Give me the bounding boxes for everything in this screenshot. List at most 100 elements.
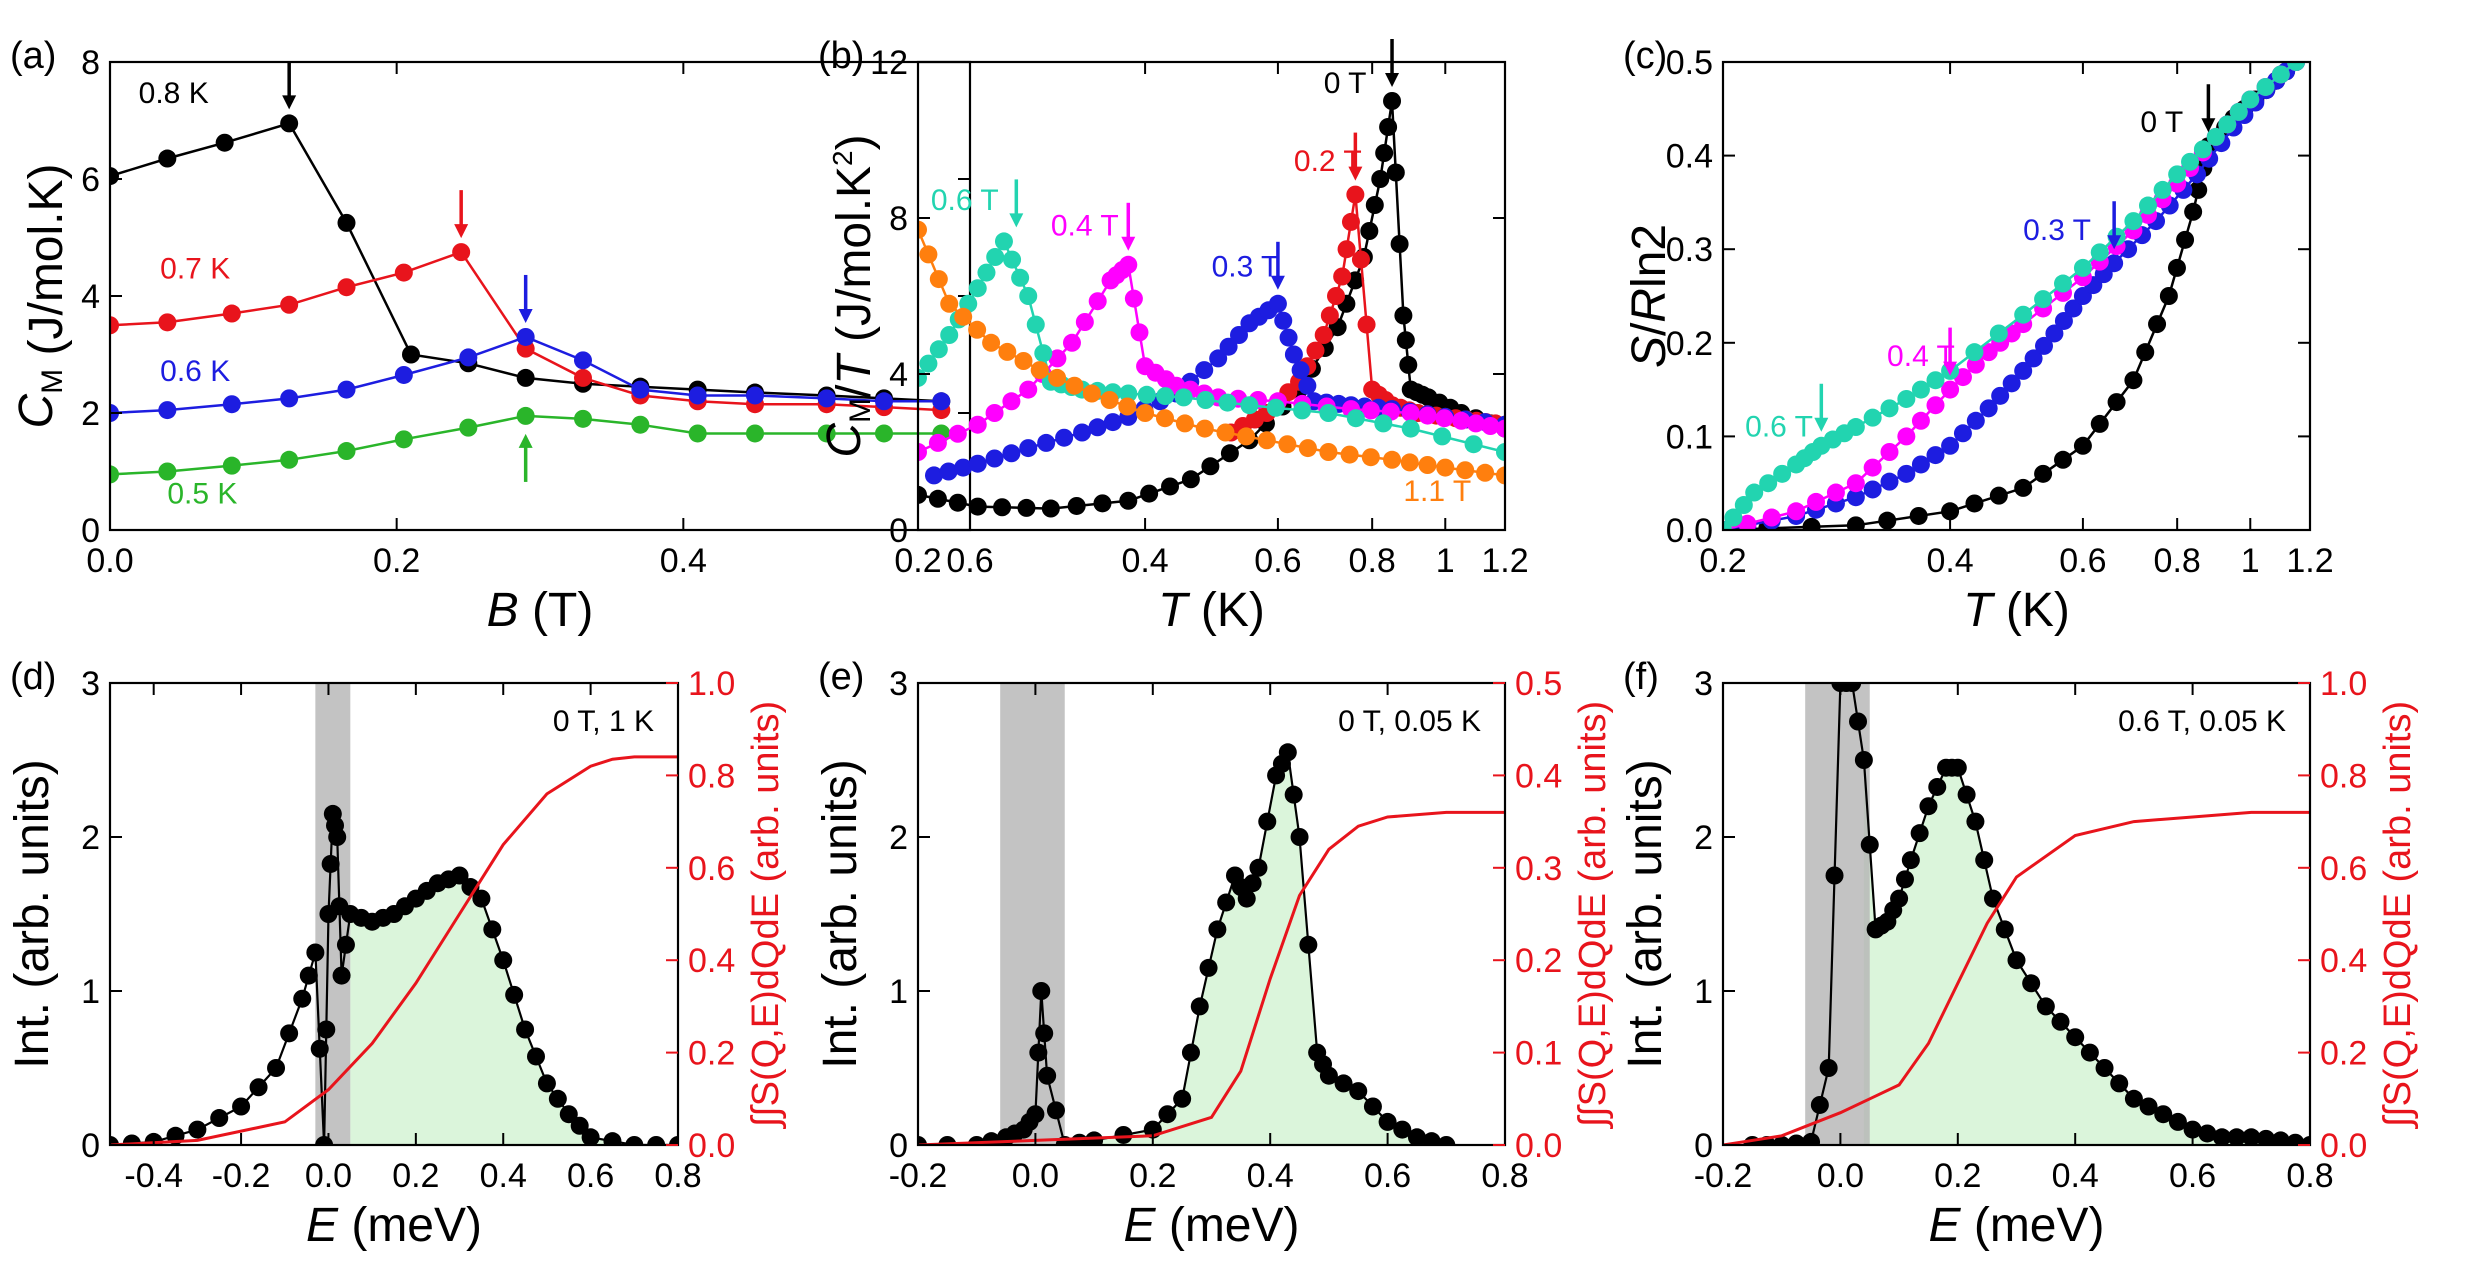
data-point [669,1136,678,1145]
peak-arrow-head [1009,213,1024,228]
data-point [1437,1136,1456,1145]
data-point [2107,393,2126,412]
data-point [1399,355,1418,374]
data-point [1911,411,1930,430]
y-tick-label: 8 [889,200,908,238]
data-point [2095,1059,2114,1077]
y-tick-label: 1 [81,973,100,1011]
data-point [402,345,420,364]
data-point [1100,391,1119,409]
data-point [982,333,1001,352]
data-point [450,866,469,885]
data-point [1140,484,1159,503]
data-point [336,935,355,954]
data-point [968,320,987,339]
x-tick-label: 0.4 [1247,1157,1294,1195]
data-point [1173,1089,1192,1108]
data-point [1496,466,1505,485]
data-point [1209,349,1228,368]
data-point [222,395,241,414]
data-point [2159,287,2178,305]
x-tick-label: 1 [1436,542,1455,580]
data-point [928,433,947,452]
data-point [1909,506,1928,525]
data-point [1319,404,1338,422]
spectral-fill [1863,760,2310,1145]
data-point [280,450,299,469]
data-point [1199,958,1218,977]
y-tick-label-right: 0.1 [1515,1035,1562,1073]
data-point [631,380,650,399]
spectral-fill [350,875,678,1145]
data-point [2301,1136,2310,1145]
data-point [1349,1082,1368,1101]
data-point [1926,446,1945,465]
data-point [2054,274,2073,293]
data-point [986,248,1005,266]
data-point [2124,1089,2143,1108]
axes-frame [1721,681,2312,1147]
data-point [2002,374,2021,393]
y-tick-label: 6 [81,161,100,199]
y-tick-label-right: 0.3 [1515,850,1562,888]
data-point [1466,414,1485,433]
data-point [1175,414,1194,433]
data-point [1002,444,1021,463]
data-point [1880,472,1899,491]
data-point [1802,1132,1821,1145]
data-point [1346,409,1365,428]
data-point [1979,399,1998,418]
data-point [2036,997,2055,1016]
data-point [1195,419,1214,438]
panel-1: 0 T 0.2 T 0.3 T 0.4 T 0.6 T 1.1 T 0.2 0.4 0.6 0.8… [818,35,1529,637]
panel-label: (d) [10,656,56,698]
data-point [1723,521,1732,530]
data-point [1843,683,1862,692]
x-tick-label: 0.4 [480,1157,527,1195]
data-point [1846,474,1865,493]
peak-arrow-head [1385,73,1400,87]
x-tick-label: 0.2 [1934,1157,1981,1195]
data-point [293,989,312,1008]
data-point [1496,443,1505,461]
data-point [918,443,927,461]
x-axis-label: B (T) [487,584,594,637]
data-point [505,985,524,1004]
series-label: 0.2 T [1294,145,1362,178]
x-axis-label: T (K) [1963,584,2070,637]
x-tick-label: 1.2 [2286,542,2333,580]
y-tick-label-right: 0.6 [2320,850,2367,888]
data-point [1452,411,1471,430]
data-point [2034,464,2053,483]
integrated-line [1723,810,2310,1145]
data-point [494,951,513,970]
data-point [1433,427,1452,446]
data-point [2136,343,2155,362]
data-point [1863,480,1882,499]
data-point [1901,851,1920,870]
data-point [1337,240,1356,259]
data-point [1041,499,1060,518]
data-point [1378,1112,1397,1131]
data-point [1243,874,1262,893]
data-point [940,326,959,344]
data-point [1114,1125,1133,1144]
data-point [2167,258,2186,277]
data-point [215,133,234,152]
data-point [1014,352,1033,370]
data-point [1418,406,1437,425]
data-point [1237,427,1256,446]
data-point [1274,311,1293,330]
data-point [1897,389,1916,408]
data-point [2189,180,2208,199]
data-point [2035,336,2054,355]
panel-label: (a) [10,35,56,77]
x-tick-label: 0.4 [660,542,707,580]
data-point [516,1020,535,1039]
y-tick-label-right: 0.4 [2320,942,2367,980]
y-tick-label-right: 0.2 [2320,1035,2367,1073]
data-point [1181,470,1200,489]
data-point [2286,1133,2305,1145]
x-tick-label: 0.6 [946,542,993,580]
data-point [1393,1120,1412,1139]
